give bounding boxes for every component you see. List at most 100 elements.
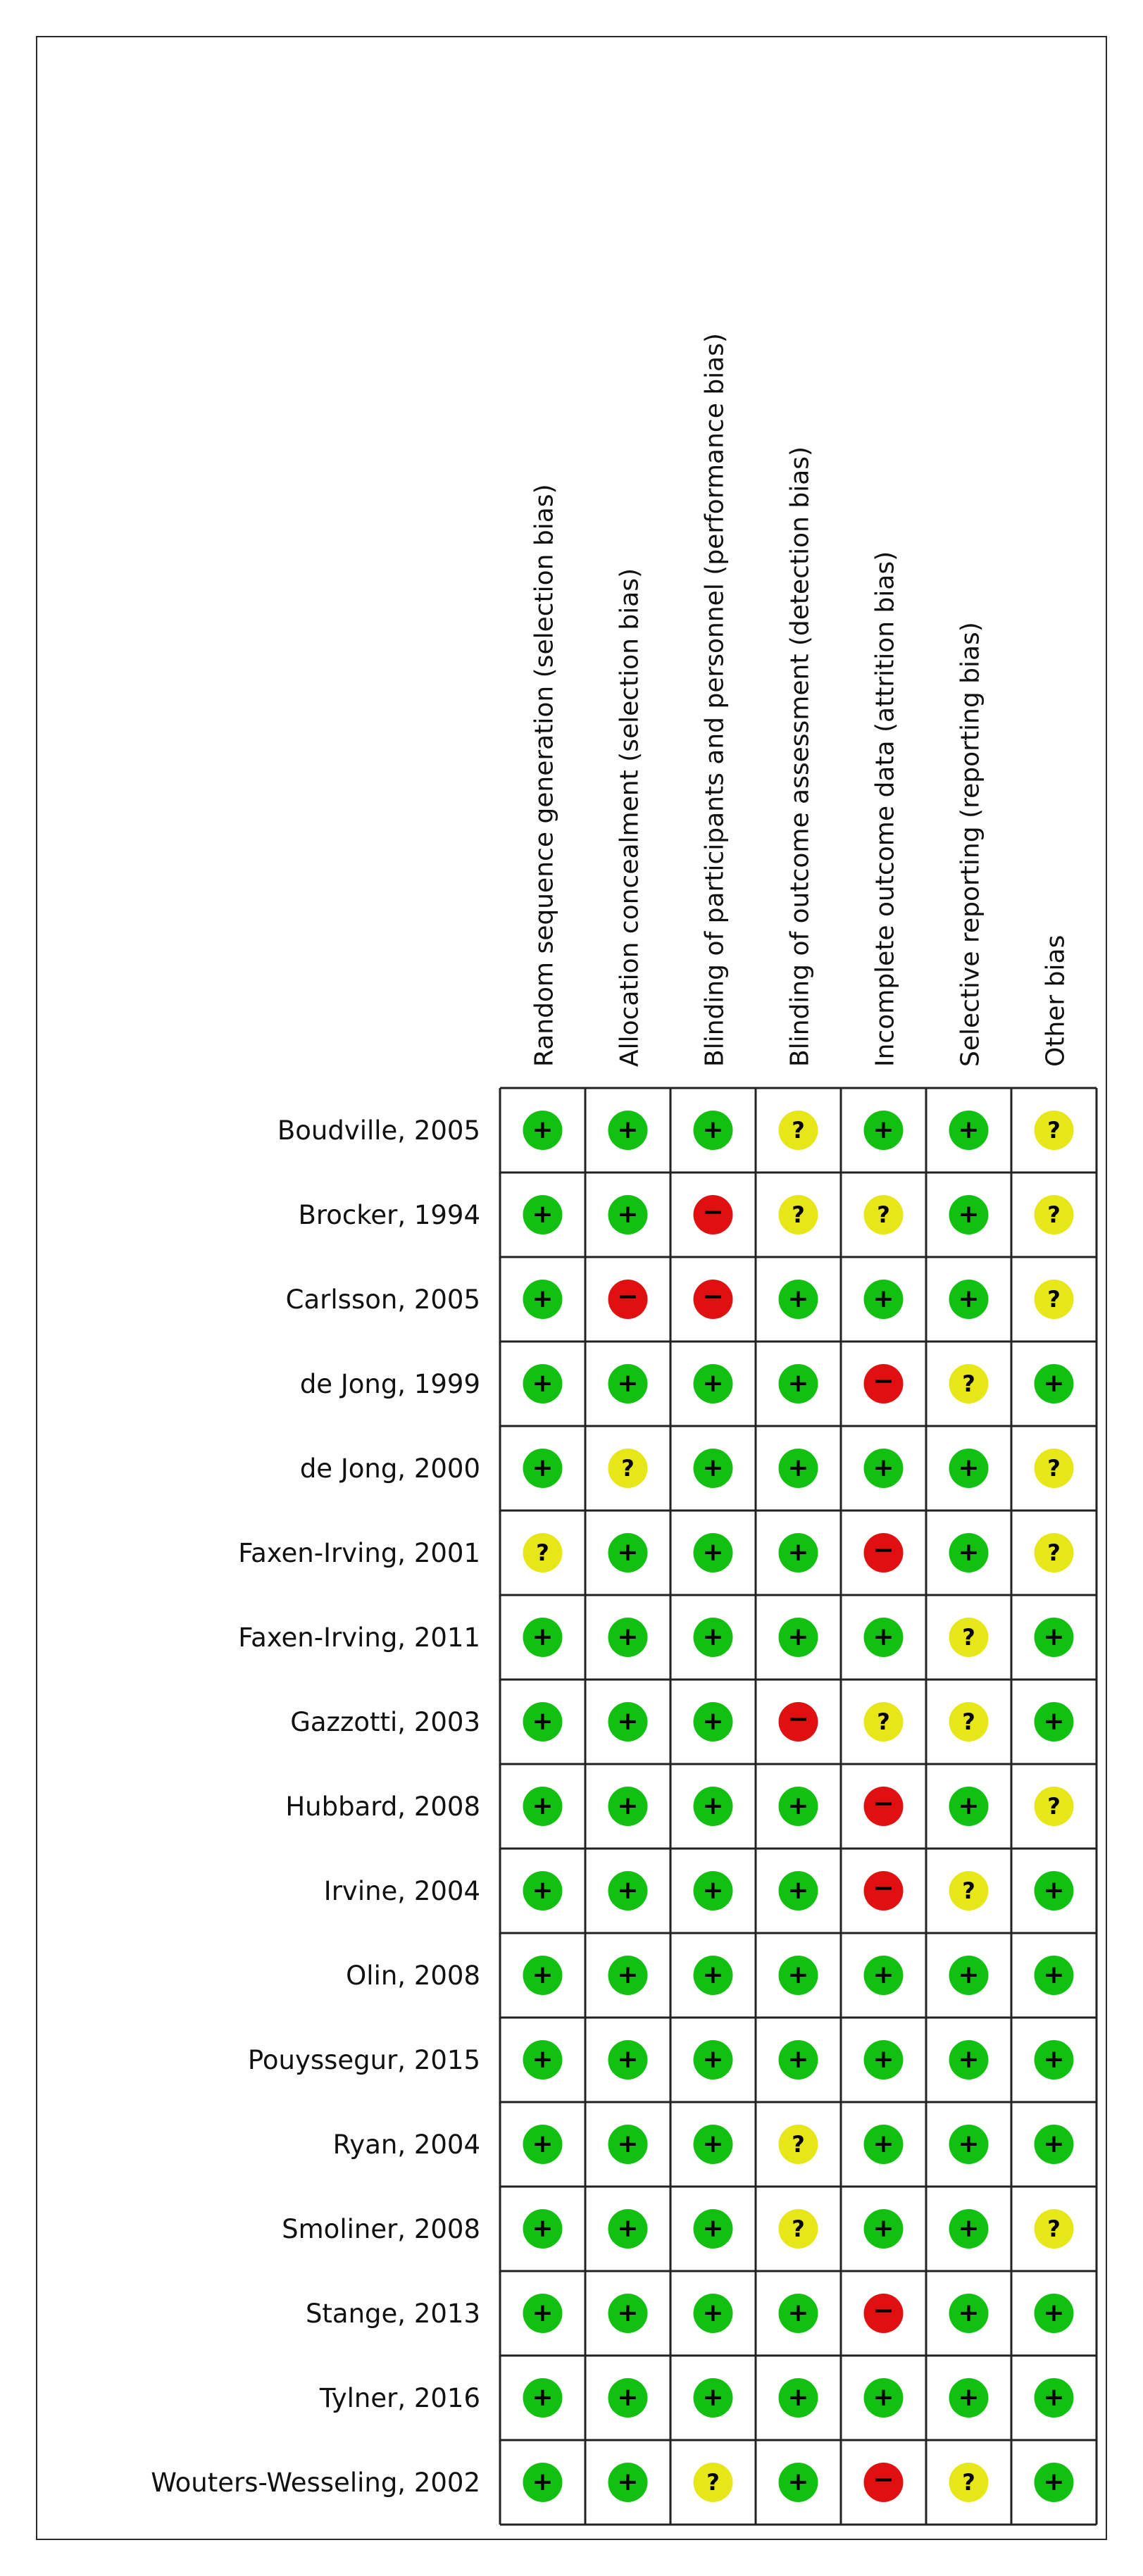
rating-symbol: + [532, 1453, 553, 1482]
rating-low-mark: + [693, 2040, 733, 2080]
rating-high-mark: − [863, 1533, 904, 1573]
rating-symbol: + [787, 1538, 808, 1567]
rating-circle [693, 2040, 733, 2080]
rating-symbol: + [617, 2299, 638, 2327]
rating-low-mark: + [778, 2040, 818, 2080]
rating-unclear-mark: ? [949, 1871, 989, 1911]
rating-symbol: + [617, 2045, 638, 2074]
rating-symbol: + [617, 1961, 638, 1989]
study-label: Smoliner, 2008 [282, 2214, 480, 2244]
rating-circle [608, 2294, 648, 2333]
rating-circle [778, 1364, 818, 1403]
rating-low-mark: + [693, 1702, 733, 1742]
rating-low-mark: + [1034, 1618, 1074, 1657]
rating-circle [1034, 2463, 1074, 2502]
rating-symbol: + [702, 1961, 723, 1989]
rating-circle [863, 1787, 904, 1826]
rating-symbol: + [532, 2299, 553, 2327]
rating-symbol: + [617, 2468, 638, 2496]
rating-circle [608, 1533, 648, 1573]
column-header-4: Blinding of outcome assessment (detectio… [786, 446, 815, 1067]
rating-low-mark: + [523, 1871, 563, 1911]
rating-low-mark: + [523, 1787, 563, 1826]
study-label: Brocker, 1994 [298, 1200, 480, 1230]
rating-circle [778, 2294, 818, 2333]
rating-circle [523, 1280, 563, 1319]
rating-circle [778, 1702, 818, 1742]
rating-circle [523, 1533, 563, 1573]
rating-high-mark: − [863, 2463, 904, 2502]
rating-unclear-mark: ? [1034, 1280, 1074, 1319]
study-label: Faxen-Irving, 2001 [238, 1538, 480, 1568]
figure-frame [36, 36, 1107, 2540]
rating-circle [523, 2209, 563, 2249]
rating-symbol: + [787, 1961, 808, 1989]
rating-circle [949, 2463, 989, 2502]
rating-circle [778, 1871, 818, 1911]
rating-circle [693, 1533, 733, 1573]
rating-circle [863, 1871, 904, 1911]
rating-circle [949, 2040, 989, 2080]
rating-circle [778, 2378, 818, 2418]
rating-symbol: + [702, 2383, 723, 2412]
rating-circle [523, 1195, 563, 1234]
rating-circle [523, 2463, 563, 2502]
rating-symbol: − [873, 1789, 894, 1818]
rating-low-mark: + [523, 1449, 563, 1488]
rating-unclear-mark: ? [949, 1702, 989, 1742]
rating-circle [949, 1449, 989, 1488]
rating-symbol: ? [1047, 1117, 1061, 1144]
rating-symbol: ? [792, 1117, 805, 1144]
rating-symbol: + [873, 1115, 894, 1144]
study-label: Irvine, 2004 [324, 1876, 480, 1906]
rating-unclear-mark: ? [608, 1449, 648, 1488]
rating-circle [1034, 1111, 1074, 1150]
rating-unclear-mark: ? [778, 2209, 818, 2249]
rating-circle [1034, 1364, 1074, 1403]
rating-symbol: ? [792, 1201, 805, 1228]
rating-low-mark: + [949, 2378, 989, 2418]
rating-low-mark: + [863, 1111, 904, 1150]
rating-symbol: ? [792, 2215, 805, 2242]
rating-symbol: ? [1047, 1455, 1061, 1482]
rating-low-mark: + [863, 1449, 904, 1488]
column-header-6: Selective reporting (reporting bias) [956, 622, 985, 1067]
column-header-2: Allocation concealment (selection bias) [616, 568, 644, 1067]
rating-low-mark: + [778, 2463, 818, 2502]
rating-unclear-mark: ? [778, 2125, 818, 2164]
rating-low-mark: + [523, 1956, 563, 1995]
rating-symbol: + [532, 1622, 553, 1651]
rating-low-mark: + [693, 2294, 733, 2333]
rating-symbol: − [702, 1282, 723, 1311]
rating-symbol: + [532, 1792, 553, 1820]
rating-symbol: + [702, 2130, 723, 2158]
study-label: Boudville, 2005 [277, 1115, 480, 1146]
rating-circle [778, 2463, 818, 2502]
rating-low-mark: + [693, 2125, 733, 2164]
study-label: de Jong, 1999 [300, 1369, 480, 1399]
rating-symbol: + [702, 1876, 723, 1905]
rating-symbol: + [958, 1453, 979, 1482]
rating-circle [949, 1111, 989, 1150]
rating-low-mark: + [949, 2040, 989, 2080]
rating-circle [863, 1195, 904, 1234]
rating-symbol: + [532, 1200, 553, 1229]
rating-low-mark: + [1034, 2463, 1074, 2502]
rating-low-mark: + [778, 2294, 818, 2333]
rating-unclear-mark: ? [863, 1702, 904, 1742]
rating-symbol: + [958, 2214, 979, 2243]
rating-low-mark: + [608, 1195, 648, 1234]
rating-circle [1034, 2294, 1074, 2333]
rating-low-mark: + [693, 1364, 733, 1403]
rating-low-mark: + [523, 1195, 563, 1234]
rating-symbol: + [873, 1453, 894, 1482]
rating-symbol: ? [962, 1624, 975, 1651]
rating-circle [778, 1111, 818, 1150]
rating-circle [1034, 2209, 1074, 2249]
rating-circle [608, 2378, 648, 2418]
rating-low-mark: + [523, 2040, 563, 2080]
rating-circle [693, 1702, 733, 1742]
rating-symbol: + [873, 2130, 894, 2158]
rating-circle [608, 1871, 648, 1911]
rating-low-mark: + [523, 1280, 563, 1319]
